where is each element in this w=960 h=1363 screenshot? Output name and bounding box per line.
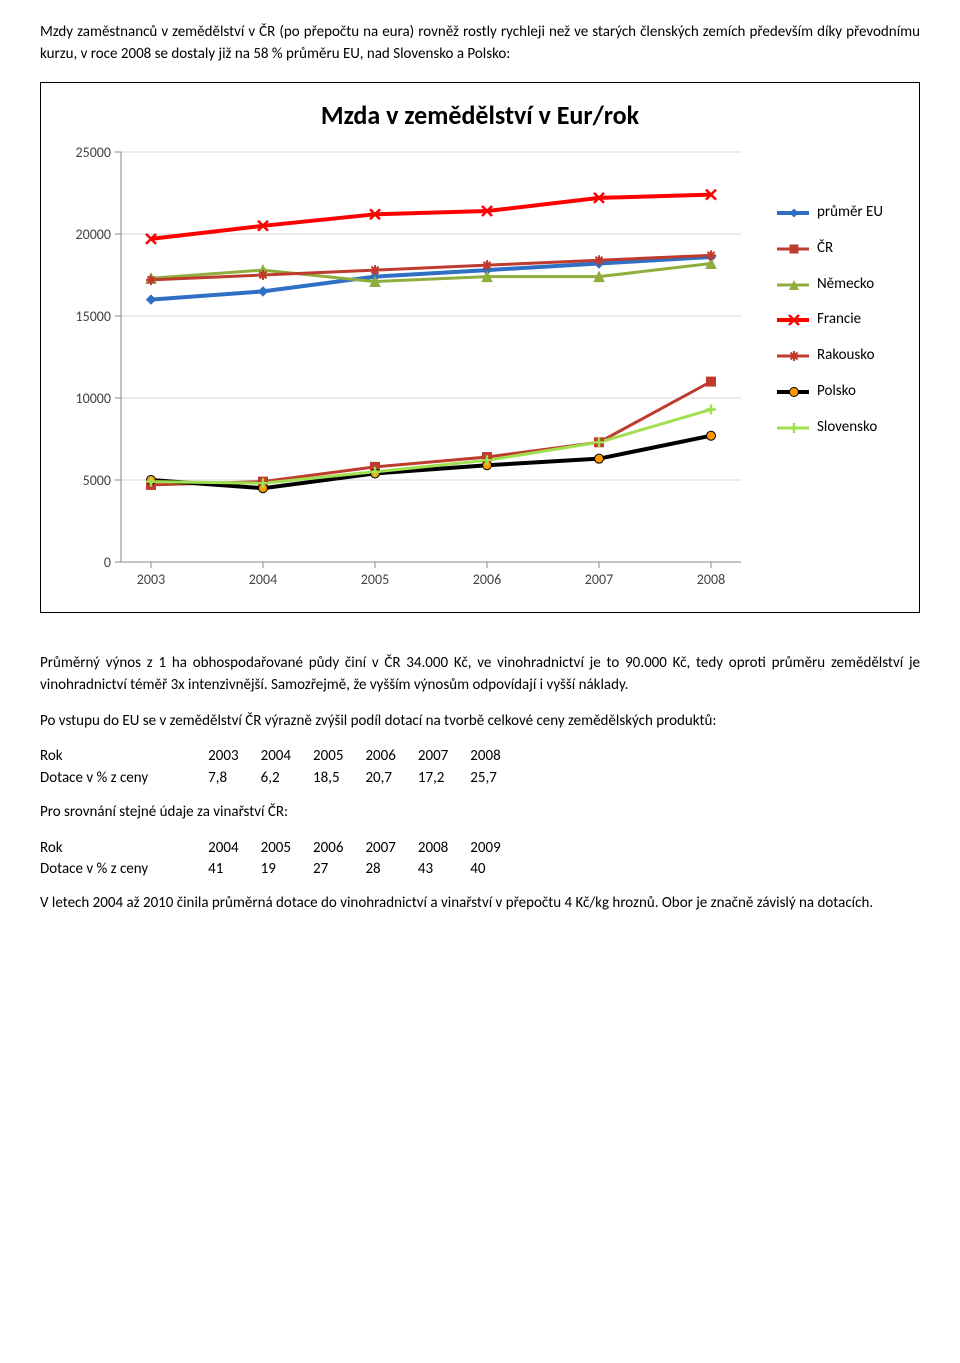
legend-item: Francie <box>777 309 909 331</box>
svg-text:2004: 2004 <box>249 571 277 588</box>
legend-swatch <box>777 312 809 328</box>
legend-swatch <box>777 241 809 257</box>
svg-text:2005: 2005 <box>361 571 389 588</box>
row-label: Rok <box>40 838 208 860</box>
legend-item: Rakousko <box>777 345 909 367</box>
legend-item: Polsko <box>777 381 909 403</box>
cell: 2005 <box>261 838 313 860</box>
legend-label: Rakousko <box>817 345 875 367</box>
cell: 18,5 <box>313 768 365 790</box>
legend-label: Polsko <box>817 381 856 403</box>
intro-paragraph: Mzdy zaměstnanců v zemědělství v ČR (po … <box>40 22 920 66</box>
cell: 28 <box>365 859 417 881</box>
chart-legend: průměr EU ČR Německo Francie Rakousko Polsko S… <box>769 142 909 452</box>
legend-swatch <box>777 420 809 436</box>
cell: 2006 <box>365 746 417 768</box>
legend-swatch <box>777 384 809 400</box>
legend-label: průměr EU <box>817 202 883 224</box>
line-chart: 0 5000 10000 15000 20000 25000 2003 2004 2005 200… <box>51 142 769 602</box>
cell: 6,2 <box>261 768 313 790</box>
cell: 2003 <box>208 746 260 768</box>
cell: 40 <box>470 859 522 881</box>
svg-text:5000: 5000 <box>83 472 111 489</box>
svg-text:2003: 2003 <box>137 571 165 588</box>
svg-text:20000: 20000 <box>76 226 111 243</box>
cell: 41 <box>208 859 260 881</box>
row-label: Dotace v % z ceny <box>40 768 208 790</box>
cell: 43 <box>418 859 470 881</box>
cell: 2006 <box>313 838 365 860</box>
legend-swatch <box>777 277 809 293</box>
cell: 2008 <box>470 746 522 768</box>
svg-text:15000: 15000 <box>76 308 111 325</box>
cell: 2009 <box>470 838 522 860</box>
table-row: Dotace v % z ceny 7,8 6,2 18,5 20,7 17,2… <box>40 768 523 790</box>
table-row: Dotace v % z ceny 41 19 27 28 43 40 <box>40 859 523 881</box>
paragraph-yields: Průměrný výnos z 1 ha obhospodařované pů… <box>40 653 920 697</box>
svg-text:2008: 2008 <box>697 571 725 588</box>
legend-swatch <box>777 348 809 364</box>
table-row: Rok 2003 2004 2005 2006 2007 2008 <box>40 746 523 768</box>
subsidies-viticulture-table: Rok 2004 2005 2006 2007 2008 2009 Dotace… <box>40 838 523 882</box>
legend-item: průměr EU <box>777 202 909 224</box>
svg-text:2006: 2006 <box>473 571 501 588</box>
cell: 19 <box>261 859 313 881</box>
legend-label: ČR <box>817 238 833 260</box>
cell: 2007 <box>418 746 470 768</box>
cell: 7,8 <box>208 768 260 790</box>
svg-text:10000: 10000 <box>76 390 111 407</box>
subsidies-agriculture-table: Rok 2003 2004 2005 2006 2007 2008 Dotace… <box>40 746 523 790</box>
svg-text:25000: 25000 <box>76 144 111 161</box>
cell: 2004 <box>261 746 313 768</box>
paragraph-subsidies-intro: Po vstupu do EU se v zemědělství ČR výra… <box>40 711 920 733</box>
legend-item: Německo <box>777 274 909 296</box>
row-label: Dotace v % z ceny <box>40 859 208 881</box>
legend-item: Slovensko <box>777 417 909 439</box>
cell: 27 <box>313 859 365 881</box>
legend-label: Francie <box>817 309 861 331</box>
legend-item: ČR <box>777 238 909 260</box>
cell: 2008 <box>418 838 470 860</box>
cell: 17,2 <box>418 768 470 790</box>
legend-swatch <box>777 205 809 221</box>
cell: 2004 <box>208 838 260 860</box>
closing-paragraph: V letech 2004 až 2010 činila průměrná do… <box>40 893 920 915</box>
legend-label: Německo <box>817 274 874 296</box>
cell: 25,7 <box>470 768 522 790</box>
legend-label: Slovensko <box>817 417 877 439</box>
paragraph-viticulture-intro: Pro srovnání stejné údaje za vinařství Č… <box>40 802 920 824</box>
cell: 2005 <box>313 746 365 768</box>
table-row: Rok 2004 2005 2006 2007 2008 2009 <box>40 838 523 860</box>
svg-text:0: 0 <box>104 554 111 571</box>
chart-container: Mzda v zemědělství v Eur/rok 0 5000 10000 1… <box>40 82 920 614</box>
row-label: Rok <box>40 746 208 768</box>
cell: 20,7 <box>365 768 417 790</box>
chart-title: Mzda v zemědělství v Eur/rok <box>51 97 909 135</box>
cell: 2007 <box>365 838 417 860</box>
svg-text:2007: 2007 <box>585 571 613 588</box>
